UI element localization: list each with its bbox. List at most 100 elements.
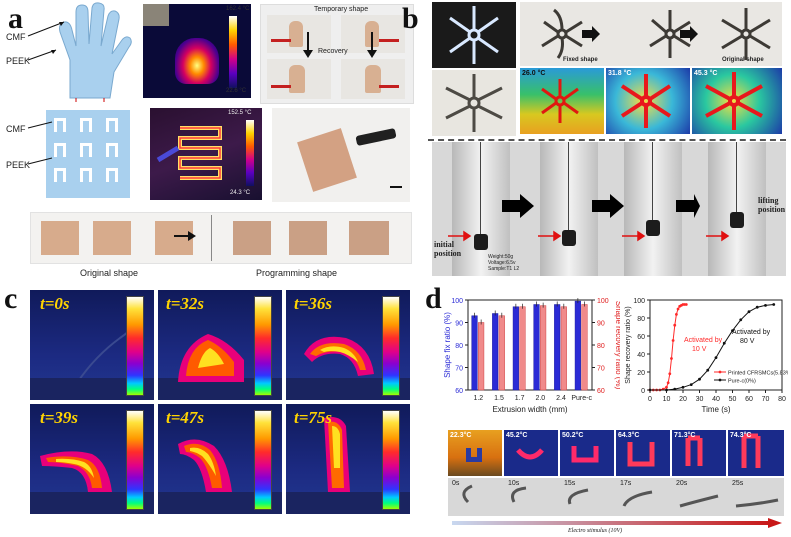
- programming-arrow: [174, 231, 196, 241]
- series-line-0: [650, 304, 687, 391]
- bar-recovery: [560, 306, 567, 391]
- series-line-1: [650, 304, 774, 391]
- bar-category-label: Pure-c: [571, 395, 592, 402]
- bar-ytick-right-label: 60: [597, 388, 605, 395]
- panel-letter-b: b: [402, 2, 419, 35]
- ir-frame-39s: [30, 404, 154, 514]
- recovery-arrows: [303, 32, 377, 58]
- ir-frame-0s: [30, 290, 154, 400]
- ir-frame-47s: [158, 404, 282, 514]
- colorbar-32s: [254, 296, 272, 396]
- bar-ylabel-right: Shape recovery ratio (%): [614, 301, 620, 390]
- series-point-1: [731, 329, 734, 332]
- star-recovery-photos: [520, 2, 782, 66]
- bar-ytick-label: 70: [455, 366, 463, 373]
- thermal-temp-3: 45.3 °C: [694, 70, 718, 77]
- line-xtick-label: 40: [712, 396, 720, 403]
- thermal-temp-1: 26.0 °C: [522, 70, 546, 77]
- bar-fix: [471, 315, 478, 391]
- lifting-arrows: [502, 194, 700, 218]
- line-ytick-label: 100: [633, 298, 645, 305]
- bar-recovery: [519, 306, 526, 391]
- series-point-1: [764, 304, 767, 307]
- peek-label-2: PEEK: [6, 160, 31, 170]
- shape-strip: [30, 212, 412, 264]
- series-point-0: [676, 307, 680, 311]
- star-dark-image: [432, 2, 516, 68]
- line-ytick-label: 80: [637, 316, 645, 323]
- label-arrows: [27, 21, 65, 61]
- cmf-label-2: CMF: [6, 124, 26, 134]
- line-ytick-label: 40: [637, 352, 645, 359]
- series-point-1: [722, 341, 726, 345]
- line-xtick-label: 20: [679, 396, 687, 403]
- line-ytick-label: 20: [637, 370, 645, 377]
- bar-recovery: [478, 322, 485, 391]
- bar-fix: [574, 300, 581, 391]
- series-point-0: [675, 313, 678, 316]
- ir-grid-min: 24.3 °C: [230, 190, 251, 196]
- ir-frame-36s: [286, 290, 410, 400]
- annotation-10v-line2: 10 V: [692, 346, 707, 353]
- ir-hand-image: [143, 4, 251, 98]
- stimulus-label: Electro stimulus (10V): [568, 528, 623, 534]
- thermal-temp-d3: 50.2°C: [562, 432, 584, 439]
- serpentine-colorbar: [246, 120, 254, 186]
- time-label-39s: t=39s: [40, 408, 79, 427]
- annotation-80v-line1: Activated by: [732, 329, 771, 336]
- ir-frame-75s: [286, 404, 410, 514]
- inset-photo: [143, 4, 169, 26]
- bar-ytick-label: 100: [451, 298, 463, 305]
- cmf-label: CMF: [6, 32, 26, 42]
- thermal-star-2: [606, 68, 690, 134]
- recovery-label: Recovery: [318, 48, 348, 55]
- hot-hand-shape: [175, 38, 219, 84]
- series-point-1: [714, 356, 718, 359]
- series-point-0: [670, 357, 673, 360]
- bar-ytick-right-label: 70: [597, 366, 605, 373]
- peek-label: PEEK: [6, 56, 31, 66]
- photo-time-1: 10s: [508, 480, 520, 487]
- line-ytick-label: 0: [641, 388, 645, 395]
- glove-schematic: [59, 2, 132, 102]
- line-xtick-label: 30: [696, 396, 704, 403]
- colorbar-36s: [382, 296, 400, 396]
- fixed-shape-label: Fixed shape: [563, 57, 598, 63]
- bar-recovery: [540, 305, 547, 391]
- series-point-0: [684, 303, 688, 306]
- panel-letter-c: c: [4, 282, 18, 315]
- thermal-star-3: [692, 68, 782, 134]
- time-label-36s: t=36s: [294, 294, 333, 313]
- original-shape-label-b: Original shape: [722, 57, 764, 63]
- series-point-1: [681, 385, 685, 389]
- original-shape-label: Original shape: [80, 268, 139, 278]
- ir-hand-max: 162.4 °C: [226, 6, 250, 12]
- series-point-1: [755, 305, 759, 309]
- bar-category-label: 2.0: [535, 395, 545, 402]
- annotation-80v-line2: 80 V: [740, 338, 755, 345]
- colorbar-0s: [126, 296, 144, 396]
- series-point-1: [739, 318, 743, 322]
- series-point-0: [665, 385, 668, 389]
- bar-ytick-right-label: 100: [597, 298, 609, 305]
- photo-time-3: 17s: [620, 480, 632, 487]
- spec-voltage: Voltage:6.5v: [488, 260, 516, 266]
- series-point-0: [673, 323, 677, 327]
- series-point-0: [668, 372, 672, 376]
- colorbar-75s: [382, 410, 400, 510]
- thermal-temp-d1: 22.3°C: [450, 432, 472, 439]
- bar-category-label: 2.4: [556, 395, 566, 402]
- lifting-position-label: lifting position: [758, 196, 786, 214]
- line-xtick-label: 70: [762, 396, 770, 403]
- time-label-75s: t=75s: [294, 408, 333, 427]
- recovery-line-chart: 0 20 40 60 80 100 0 10 20 30 40 50 60 70 80 Activated b…: [625, 298, 788, 414]
- colorbar-39s: [126, 410, 144, 510]
- stimulus-arrow: [452, 518, 782, 528]
- bar-ytick-right-label: 90: [597, 321, 605, 328]
- bar-ytick-label: 60: [455, 388, 463, 395]
- bar-ytick-label: 90: [455, 321, 463, 328]
- panel-letter-d: d: [425, 282, 442, 315]
- time-label-0s: t=0s: [40, 294, 70, 313]
- bar-recovery: [581, 304, 588, 391]
- ir-hand-min: 22.6 °C: [226, 88, 247, 94]
